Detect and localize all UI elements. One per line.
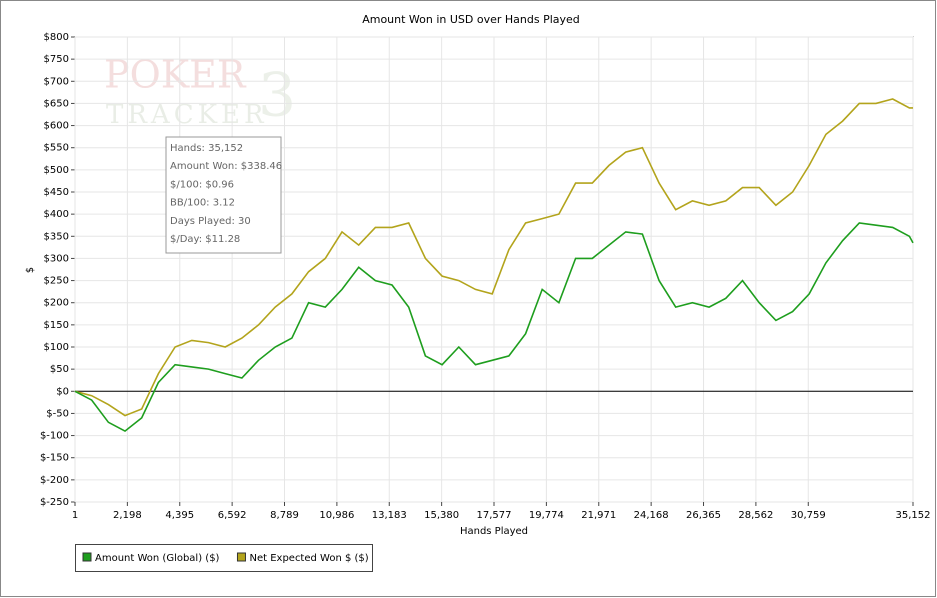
y-tick-label: $350 <box>44 231 69 242</box>
x-tick-label: 26,365 <box>686 510 721 521</box>
info-box: Hands: 35,152 Amount Won: $338.46 $/100: $… <box>165 136 282 254</box>
watermark-text: TRACKER <box>106 100 268 130</box>
series-line <box>74 98 913 417</box>
x-tick-label: 1 <box>72 510 78 521</box>
info-line: Amount Won: $338.46 <box>170 161 282 172</box>
x-axis-label: Hands Played <box>460 526 528 537</box>
y-tick-label: $-150 <box>40 453 69 464</box>
info-line: $/Day: $11.28 <box>170 234 240 245</box>
y-tick-label: $200 <box>44 298 69 309</box>
x-tick-label: 10,986 <box>319 510 354 521</box>
x-tick-label: 4,395 <box>165 510 194 521</box>
y-tick-label: $800 <box>44 32 69 43</box>
y-tick-label: $600 <box>44 121 69 132</box>
x-tick-label: 8,789 <box>270 510 299 521</box>
legend-swatch <box>236 552 246 562</box>
info-line: BB/100: 3.12 <box>170 198 235 209</box>
series-line <box>74 222 914 433</box>
info-box-bg <box>165 136 282 254</box>
x-tick-label: 13,183 <box>372 510 407 521</box>
y-tick-label: $300 <box>44 253 69 264</box>
chart-title: Amount Won in USD over Hands Played <box>362 13 580 26</box>
x-tick-label: 21,971 <box>581 510 616 521</box>
legend: Amount Won (Global) ($) Net Expected Won … <box>75 544 373 572</box>
y-tick-label: $750 <box>44 54 69 65</box>
info-line: Hands: 35,152 <box>170 143 243 154</box>
watermark-text: 3 <box>258 61 296 131</box>
y-tick-label: $100 <box>44 342 69 353</box>
x-tick-label: 2,198 <box>113 510 142 521</box>
watermark: POKER TRACKER 3 <box>104 53 296 131</box>
legend-label: Net Expected Won $ ($) <box>249 553 368 564</box>
y-tick-label: $0 <box>56 386 69 397</box>
y-tick-label: $150 <box>44 320 69 331</box>
legend-box <box>75 544 373 572</box>
y-tick-label: $650 <box>44 98 69 109</box>
y-axis-label: $ <box>25 267 36 273</box>
y-tick-label: $50 <box>50 364 69 375</box>
x-tick-label: 6,592 <box>218 510 247 521</box>
x-tick-label: 15,380 <box>424 510 459 521</box>
x-tick-label: 30,759 <box>791 510 826 521</box>
info-line: Days Played: 30 <box>170 216 251 227</box>
x-tick-label: 35,152 <box>896 510 931 521</box>
y-tick-label: $-200 <box>40 475 69 486</box>
x-tick-label: 17,577 <box>477 510 512 521</box>
legend-swatch <box>82 552 92 562</box>
x-tick-label: 24,168 <box>634 510 669 521</box>
y-tick-label: $-250 <box>40 497 69 508</box>
y-tick-label: $550 <box>44 143 69 154</box>
y-tick-label: $250 <box>44 276 69 287</box>
y-tick-label: $-100 <box>40 431 69 442</box>
y-tick-label: $500 <box>44 165 69 176</box>
x-tick-label: 19,774 <box>529 510 564 521</box>
info-line: $/100: $0.96 <box>170 179 234 190</box>
x-tick-label: 28,562 <box>738 510 773 521</box>
y-tick-label: $450 <box>44 187 69 198</box>
y-tick-label: $-50 <box>46 408 69 419</box>
legend-label: Amount Won (Global) ($) <box>95 553 220 564</box>
y-tick-label: $700 <box>44 76 69 87</box>
y-tick-label: $400 <box>44 209 69 220</box>
